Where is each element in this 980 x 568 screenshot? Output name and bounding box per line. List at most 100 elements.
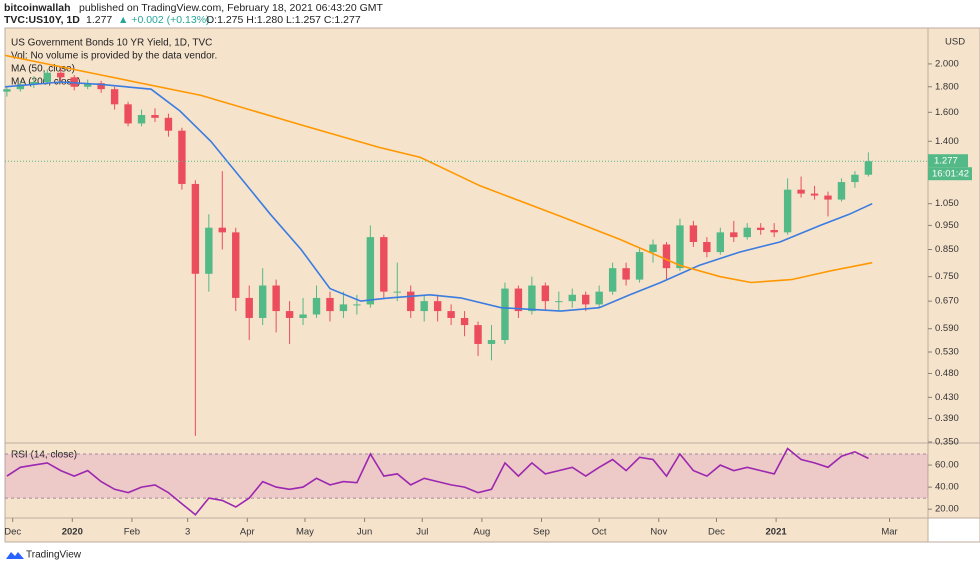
y-tick-label: 0.390 [935,413,959,424]
candle-body [232,232,240,298]
countdown-box [928,167,972,181]
candle-body [797,189,805,194]
candle-body [285,311,294,318]
x-tick-label: Nov [650,527,667,538]
y-tick-label: 40.00 [935,482,959,493]
chart-title: US Government Bonds 10 YR Yield, 1D, TVC [11,38,212,49]
candle-body [83,83,92,87]
candle-body [299,314,307,318]
candle-body [366,237,375,305]
candle-body [258,285,267,318]
y-tick-label: 0.950 [935,220,959,231]
candle-body [595,291,603,305]
x-tick-label: Dec [708,527,725,538]
x-tick-label: Jul [416,527,428,538]
x-tick-label: Sep [533,527,550,538]
x-tick-label: 2020 [62,527,83,538]
y-tick-label: 0.750 [935,271,959,282]
candle-body [662,244,671,269]
candle-body [501,288,509,341]
y-tick-label: 1.400 [935,136,959,147]
candle-body [851,174,859,183]
candle-body [353,304,361,306]
series-line [4,54,873,284]
candle-body [743,227,751,238]
series-line [6,447,869,516]
y-tick-label: 0.590 [935,323,959,334]
published: published on TradingView.com, February 1… [79,2,383,14]
candle-body [164,117,173,131]
candle-body [783,189,792,233]
candle-body [460,317,469,326]
candle-body [528,285,536,312]
candle-body [124,104,132,124]
y-tick-label: 1.050 [935,198,959,209]
candle-body [110,89,119,105]
candle-body [864,161,873,175]
candle-body [16,84,25,90]
candle-body [770,230,778,233]
logo [6,552,24,559]
candle-body [837,182,846,200]
candle-body [447,311,455,318]
candle-body [582,294,590,305]
candle-body [824,195,832,200]
last-price-label: 1.277 [934,156,958,167]
y-unit: USD [945,37,965,48]
axis-background [928,28,980,518]
candle-body [137,115,146,124]
y-tick-label: 2.000 [935,58,959,69]
candle-body [635,252,644,280]
volume-note: Vol: No volume is provided by the data v… [11,51,217,62]
candle-body [178,130,186,184]
x-tick-label: 2021 [766,527,788,538]
legend-ma200: MA (200, close) [11,77,80,88]
candle-body [272,285,280,312]
y-tick-label: 20.00 [935,504,959,515]
change: ▲ +0.002 (+0.13%) [118,14,210,26]
candle-body [487,340,496,344]
x-tick-label: Dec [4,527,21,538]
candle-body [3,89,11,92]
y-tick-label: 0.850 [935,244,959,255]
x-tick-label: Feb [124,527,140,538]
y-tick-label: 0.430 [935,392,959,403]
candle-body [676,225,684,269]
candle-body [420,301,428,312]
y-tick-label: 0.350 [935,437,959,448]
candle-body [474,325,482,344]
candle-body [312,297,321,315]
candle-body [608,268,617,292]
y-tick-label: 0.480 [935,368,959,379]
candle-body [205,227,213,274]
x-tick-label: 3 [185,527,190,538]
candle-body [43,72,52,82]
x-tick-label: Oct [592,527,607,538]
author: bitcoinwallah [4,2,71,14]
x-tick-label: Apr [240,527,255,538]
candle-body [245,297,253,318]
symbol: TVC:US10Y, 1D [4,14,80,26]
series-line [4,81,873,312]
candle-body [703,241,711,253]
candle-body [393,291,401,293]
candle-body [555,301,563,303]
candle-body [326,297,334,312]
candle-body [689,225,698,242]
x-tick-label: Mar [881,527,897,538]
candle-body [151,115,159,118]
candle-body [407,291,415,312]
brand: TradingView [26,550,82,561]
candle-body [191,183,200,274]
candle-body [568,294,576,302]
y-tick-label: 0.530 [935,347,959,358]
candle-body [649,244,657,253]
y-tick-label: 60.00 [935,460,959,471]
legend-ma50: MA (50, close) [11,64,75,75]
candle-body [757,227,765,231]
y-tick-label: 0.670 [935,296,959,307]
candle-body [30,81,38,85]
rsi-band [5,454,928,499]
candle-body [380,237,388,292]
x-tick-label: Jun [357,527,372,538]
